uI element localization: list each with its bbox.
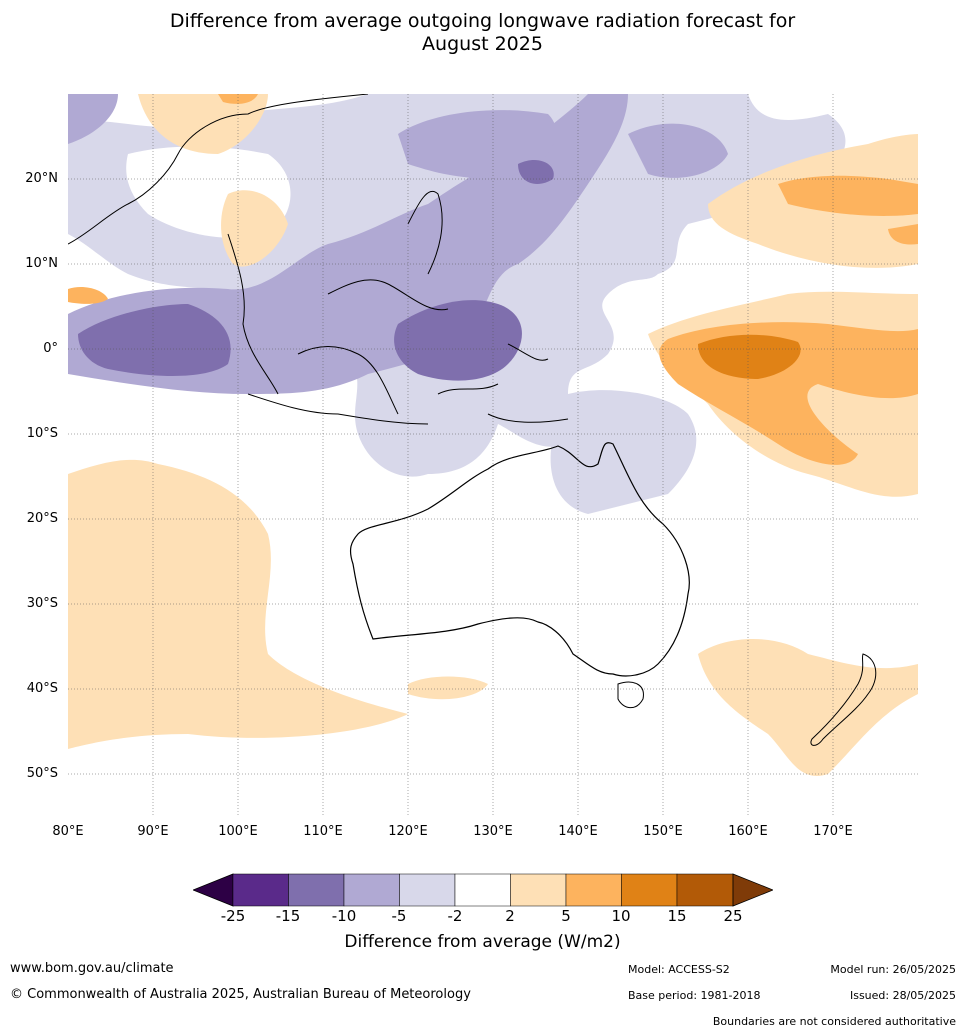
colorbar-bin-6 bbox=[510, 873, 567, 907]
contour-dark-orange bbox=[698, 334, 801, 379]
lat-label-10s: 10°S bbox=[26, 426, 58, 441]
footer-copyright: © Commonwealth of Australia 2025, Austra… bbox=[10, 987, 471, 1002]
contour-medium-lavender-nw bbox=[68, 94, 118, 144]
footer-website: www.bom.gov.au/climate bbox=[10, 961, 174, 976]
gridlines bbox=[68, 94, 918, 816]
colorbar-max-arrow bbox=[732, 873, 773, 907]
map-title: Difference from average outgoing longwav… bbox=[0, 10, 965, 56]
colorbar-bin-5 bbox=[454, 873, 511, 907]
contour-light-orange-south bbox=[408, 676, 488, 700]
australia-coastline bbox=[349, 442, 690, 677]
contour-dark-purple-nne bbox=[518, 159, 554, 184]
lat-label-30s: 30°S bbox=[26, 596, 58, 611]
lon-label-90e: 90°E bbox=[137, 824, 169, 839]
colorbar-tick-6: 2 bbox=[505, 907, 515, 925]
contour-dark-purple-west bbox=[78, 304, 231, 376]
colorbar-bin-9 bbox=[676, 873, 734, 907]
colorbar-tick-4: -5 bbox=[391, 907, 407, 925]
contour-medium-orange-n bbox=[218, 94, 258, 104]
lat-label-20n: 20°N bbox=[25, 171, 58, 186]
footer-disclaimer: Boundaries are not considered authoritat… bbox=[712, 1015, 956, 1028]
title-line-1: Difference from average outgoing longwav… bbox=[169, 10, 796, 32]
colorbar-bin-8 bbox=[621, 873, 678, 907]
lon-label-80e: 80°E bbox=[52, 824, 84, 839]
title-line-2: August 2025 bbox=[422, 33, 543, 55]
colorbar-bin-4 bbox=[399, 873, 456, 907]
colorbar-tick-9: 15 bbox=[667, 907, 687, 925]
asia-coastline bbox=[68, 94, 449, 415]
tasmania-coastline bbox=[617, 681, 644, 709]
footer-model-run: Model run: 26/05/2025 bbox=[830, 963, 956, 976]
contour-medium-orange-ne2 bbox=[888, 224, 918, 245]
colorbar bbox=[193, 873, 773, 907]
colorbar-tick-10: 25 bbox=[723, 907, 743, 925]
footer-issued: Issued: 28/05/2025 bbox=[849, 989, 956, 1002]
lon-label-140e: 140°E bbox=[558, 824, 598, 839]
new-zealand-coastline bbox=[810, 653, 877, 746]
lon-label-170e: 170°E bbox=[813, 824, 853, 839]
lat-label-40s: 40°S bbox=[26, 681, 58, 696]
contour-light-lavender-east bbox=[550, 390, 697, 514]
lon-label-130e: 130°E bbox=[473, 824, 513, 839]
colorbar-bin-3 bbox=[343, 873, 400, 907]
colorbar-tick-1: -25 bbox=[220, 907, 246, 925]
colorbar-tick-7: 5 bbox=[561, 907, 571, 925]
lon-label-120e: 120°E bbox=[388, 824, 428, 839]
contour-dark-purple-center bbox=[394, 300, 522, 381]
colorbar-bin-2 bbox=[288, 873, 345, 907]
contour-medium-lavender-north bbox=[398, 110, 557, 179]
lon-label-150e: 150°E bbox=[643, 824, 683, 839]
colorbar-tick-8: 10 bbox=[611, 907, 631, 925]
map-canvas bbox=[68, 94, 918, 816]
contour-light-orange-tasman bbox=[698, 639, 918, 776]
colorbar-tick-2: -15 bbox=[275, 907, 301, 925]
contour-medium-orange-ne bbox=[778, 175, 918, 216]
contour-light-orange-nw bbox=[138, 94, 268, 154]
lon-label-100e: 100°E bbox=[218, 824, 258, 839]
lat-label-20s: 20°S bbox=[26, 511, 58, 526]
colorbar-bin-7 bbox=[565, 873, 622, 907]
colorbar-min-arrow bbox=[193, 873, 234, 907]
lat-label-0: 0° bbox=[43, 341, 58, 356]
colorbar-tick-5: -2 bbox=[447, 907, 463, 925]
olr-anomaly-map bbox=[68, 94, 918, 816]
lon-label-160e: 160°E bbox=[728, 824, 768, 839]
colorbar-label: Difference from average (W/m2) bbox=[344, 932, 621, 952]
footer-model: Model: ACCESS-S2 bbox=[628, 963, 730, 976]
lat-label-10n: 10°N bbox=[25, 256, 58, 271]
contour-medium-lavender-ne bbox=[628, 123, 728, 178]
contour-medium-orange-w bbox=[68, 287, 108, 304]
lat-label-50s: 50°S bbox=[26, 766, 58, 781]
indonesia-coastline bbox=[247, 343, 569, 425]
lon-label-110e: 110°E bbox=[303, 824, 343, 839]
colorbar-tick-3: -10 bbox=[331, 907, 357, 925]
colorbar-bin-1 bbox=[232, 873, 289, 907]
footer-base-period: Base period: 1981-2018 bbox=[628, 989, 761, 1002]
